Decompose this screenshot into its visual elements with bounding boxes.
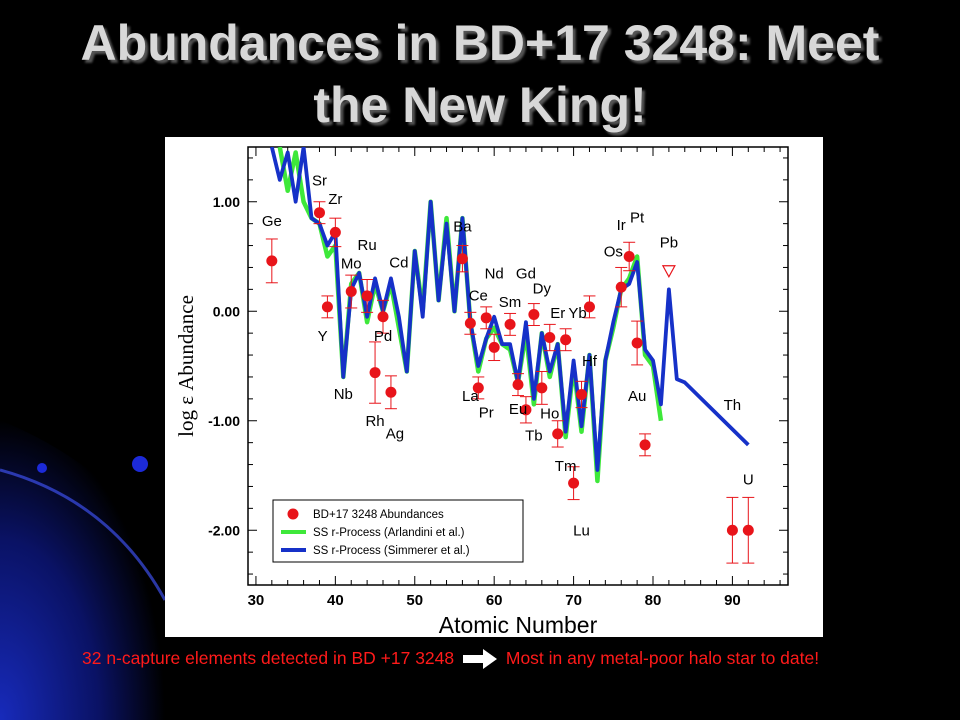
legend-label-simmerer: SS r-Process (Simmerer et al.) xyxy=(313,545,470,557)
element-label: Rh xyxy=(365,413,384,430)
legend-label-points: BD+17 3248 Abundances xyxy=(313,509,444,521)
data-point xyxy=(560,334,572,346)
element-label: Th xyxy=(724,397,742,414)
caption-part1: 32 n-capture elements detected in BD +17… xyxy=(82,648,455,668)
data-point xyxy=(488,341,500,353)
y-tick-label: -2.00 xyxy=(208,522,240,538)
element-label: Mo xyxy=(341,256,362,273)
data-point xyxy=(472,382,484,394)
element-label: Ce xyxy=(469,287,488,304)
data-point xyxy=(512,379,524,391)
element-label: Au xyxy=(628,388,646,405)
element-label: Ag xyxy=(386,425,404,442)
element-label: Lu xyxy=(573,523,590,540)
x-tick-label: 30 xyxy=(248,592,265,609)
x-tick-label: 50 xyxy=(406,592,423,609)
x-axis-label: Atomic Number xyxy=(439,612,598,637)
data-point xyxy=(552,428,564,440)
data-point xyxy=(385,386,397,398)
element-label: Pb xyxy=(660,235,678,252)
caption: 32 n-capture elements detected in BD +17… xyxy=(82,645,902,671)
element-label: Eu xyxy=(509,401,527,418)
data-point xyxy=(321,301,333,313)
abundance-chart: 30 40 50 60 70 80 90 -2.00 -1.00 0.00 1.00 Atomic N… xyxy=(174,146,789,637)
chart-panel: 30 40 50 60 70 80 90 -2.00 -1.00 0.00 1.00 Atomic N… xyxy=(165,137,823,637)
data-point xyxy=(329,226,341,238)
data-point xyxy=(361,290,373,302)
data-point xyxy=(266,255,278,267)
x-tick-label: 60 xyxy=(486,592,503,609)
element-label: Gd xyxy=(516,265,536,282)
element-label: Tm xyxy=(555,458,577,475)
element-label: Ir xyxy=(617,217,626,234)
y-tick-label: 1.00 xyxy=(213,194,240,210)
legend-label-arlandini: SS r-Process (Arlandini et al.) xyxy=(313,527,465,539)
plot-frame xyxy=(247,146,789,586)
element-label: U xyxy=(743,471,754,488)
element-label: Zr xyxy=(328,191,342,208)
element-label: Ru xyxy=(358,237,377,254)
legend-box xyxy=(272,499,524,563)
element-label: Nb xyxy=(334,386,353,403)
data-point xyxy=(576,388,588,400)
element-label: Cd xyxy=(389,254,408,271)
legend-marker-points xyxy=(287,508,299,520)
data-point xyxy=(742,524,754,536)
y-axis-label: log ε Abundance xyxy=(174,295,198,437)
data-point xyxy=(504,318,516,330)
data-point xyxy=(544,332,556,344)
data-point xyxy=(456,253,468,265)
right-arrow-icon xyxy=(463,649,497,670)
element-label: Sm xyxy=(499,294,522,311)
element-label: Yb xyxy=(568,305,586,322)
element-label: Sr xyxy=(312,172,327,189)
data-point xyxy=(568,477,580,489)
x-tick-label: 70 xyxy=(565,592,582,609)
element-label: Y xyxy=(318,328,328,345)
data-point xyxy=(726,524,738,536)
data-point xyxy=(536,382,548,394)
y-tick-label: -1.00 xyxy=(208,413,240,429)
slide-title: Abundances in BD+17 3248: Meet the New K… xyxy=(80,15,880,133)
element-label: Tb xyxy=(525,427,543,444)
data-point xyxy=(583,301,595,313)
element-label: Dy xyxy=(533,281,552,298)
element-label: Ho xyxy=(540,406,559,423)
data-point xyxy=(464,317,476,329)
data-point xyxy=(377,311,389,323)
data-point xyxy=(615,281,627,293)
x-tick-label: 90 xyxy=(724,592,741,609)
data-point xyxy=(623,251,635,262)
data-point xyxy=(480,312,492,324)
element-label: Os xyxy=(604,244,623,261)
data-point xyxy=(631,337,643,349)
element-label: Hf xyxy=(582,353,598,370)
element-label: Pd xyxy=(374,328,392,345)
data-point xyxy=(639,439,651,451)
element-label: La xyxy=(462,388,479,405)
data-point xyxy=(528,309,540,321)
y-tick-label: 0.00 xyxy=(213,303,240,319)
element-label: Ge xyxy=(262,213,282,230)
element-label: Pr xyxy=(479,404,494,421)
x-tick-label: 80 xyxy=(645,592,662,609)
element-label: Ba xyxy=(453,218,472,235)
data-point xyxy=(520,404,532,416)
element-label: Nd xyxy=(485,265,504,282)
element-label: Er xyxy=(550,305,565,322)
data-point xyxy=(345,286,357,298)
data-point xyxy=(313,207,325,219)
upper-limit-marker xyxy=(661,265,676,278)
element-label: Pt xyxy=(630,210,645,227)
caption-part2: Most in any metal-poor halo star to date… xyxy=(505,648,820,668)
data-point xyxy=(369,367,381,379)
x-tick-label: 40 xyxy=(327,592,344,609)
